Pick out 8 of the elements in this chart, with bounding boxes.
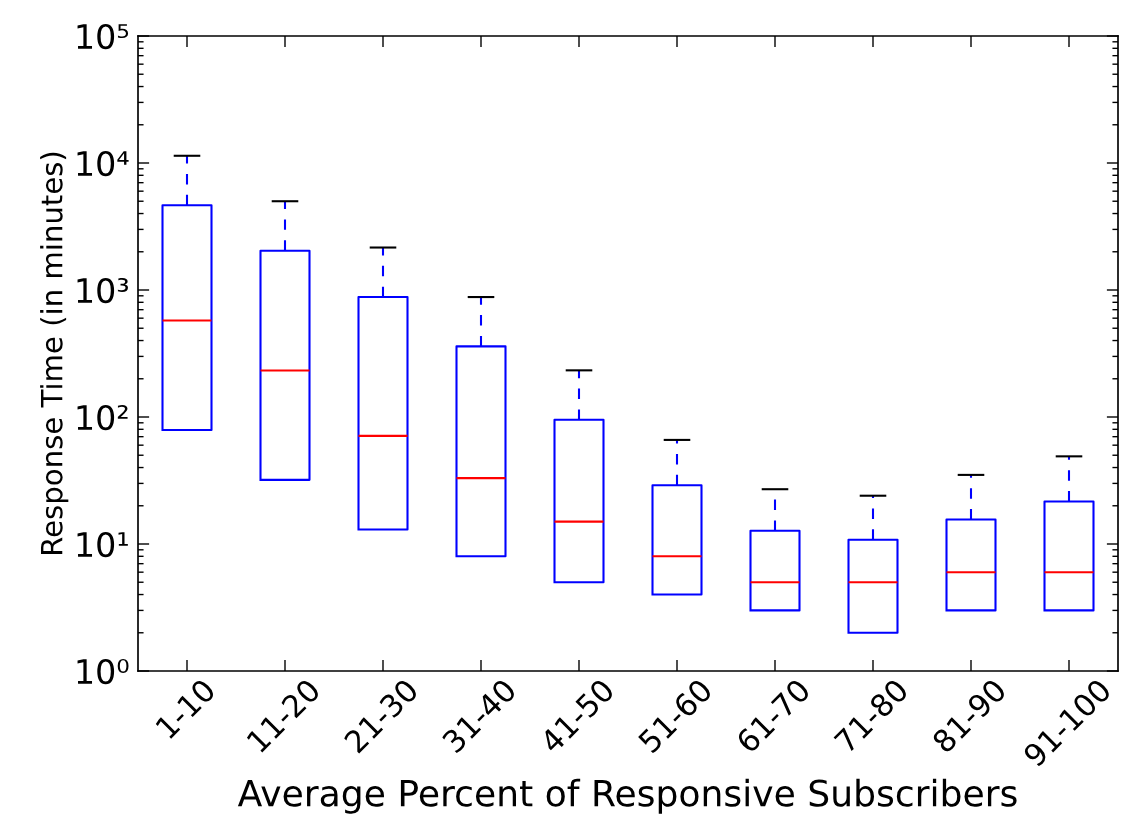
y-tick-label: 10¹: [77, 531, 128, 558]
y-tick-label: 10³: [77, 277, 128, 304]
y-tick-label: 10⁵: [77, 23, 129, 50]
y-axis-title: Response Time (in minutes): [40, 152, 69, 554]
y-tick-label: 10⁴: [77, 150, 129, 177]
x-axis-title: Average Percent of Responsive Subscribers: [237, 778, 1017, 814]
y-tick-label: 10⁰: [77, 658, 129, 685]
y-tick-label: 10²: [77, 404, 128, 431]
